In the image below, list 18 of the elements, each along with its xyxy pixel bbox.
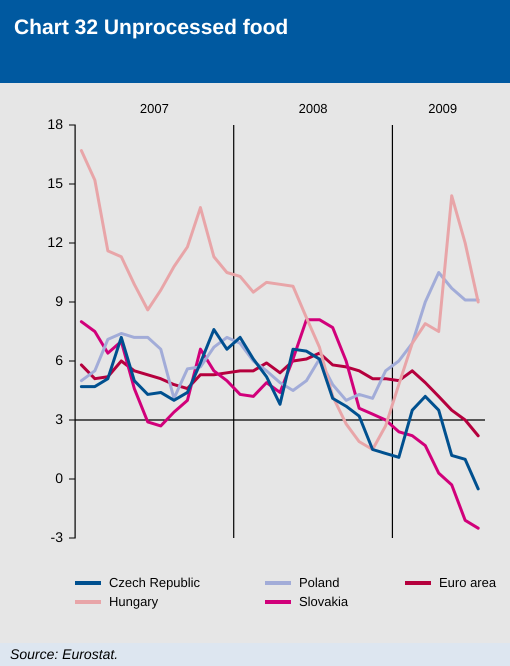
legend-label: Poland: [299, 575, 340, 590]
y-tick-label: 0: [55, 470, 64, 486]
y-tick-label: 3: [55, 410, 64, 427]
source-note: Source: Eurostat.: [0, 643, 510, 666]
legend-label: Hungary: [109, 594, 158, 609]
x-tick-label: 2009: [428, 100, 458, 116]
y-tick-label: 6: [55, 352, 64, 368]
y-tick-label: 15: [47, 174, 64, 191]
y-tick-label: 18: [47, 116, 64, 132]
x-tick-label: 2007: [140, 100, 169, 116]
legend-label: Euro area: [439, 575, 496, 590]
chart-title: Chart 32 Unprocessed food: [0, 0, 510, 83]
x-tick-label: 2008: [298, 100, 328, 116]
legend-label: Slovakia: [299, 594, 348, 609]
y-tick-label: 12: [47, 234, 64, 250]
y-tick-label: -3: [50, 528, 64, 545]
y-tick-label: 9: [55, 292, 64, 309]
legend-label: Czech Republic: [109, 575, 200, 590]
